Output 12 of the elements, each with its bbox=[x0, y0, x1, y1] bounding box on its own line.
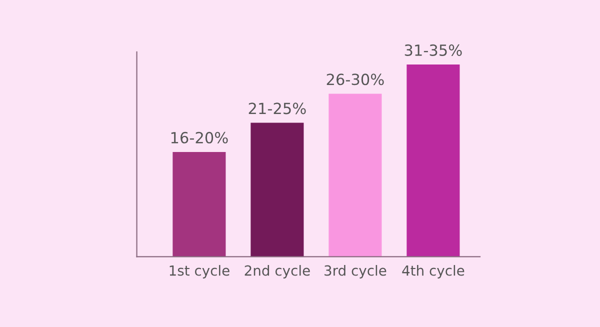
x-tick-label: 2nd cycle bbox=[244, 265, 310, 278]
bar bbox=[406, 64, 460, 257]
annotation: 16-20% bbox=[171, 132, 228, 144]
x-tick-label: 1st cycle bbox=[170, 265, 230, 278]
annotation: 26-30% bbox=[326, 74, 384, 86]
annotation: 21-25% bbox=[248, 102, 306, 114]
annotation: 31-35% bbox=[404, 44, 462, 56]
x-tick-label: 3rd cycle bbox=[324, 265, 386, 278]
bar bbox=[328, 94, 382, 257]
x-tick-label: 4th cycle bbox=[402, 265, 464, 278]
bar bbox=[250, 122, 304, 257]
bar bbox=[172, 152, 226, 257]
